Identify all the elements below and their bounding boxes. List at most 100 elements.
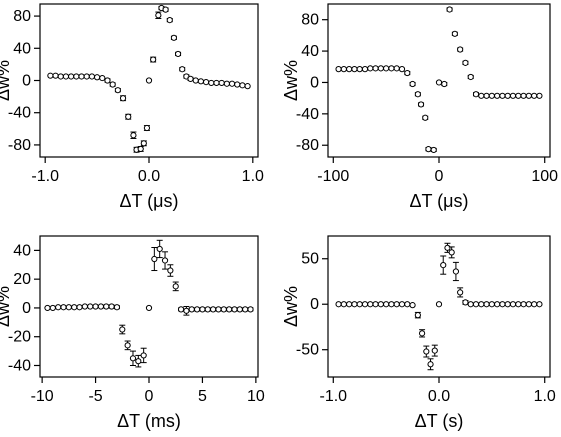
x-tick-label: -1.0 (31, 168, 59, 185)
point-marker (440, 262, 447, 269)
data-point (109, 81, 116, 88)
data-point (383, 301, 390, 308)
point-marker (215, 306, 222, 313)
point-marker (393, 65, 400, 72)
data-point (367, 65, 374, 72)
data-point (515, 301, 522, 308)
point-marker (483, 301, 490, 308)
data-point (99, 74, 106, 82)
data-point (73, 73, 80, 80)
data-point (162, 6, 169, 13)
point-marker (199, 306, 206, 313)
data-point (199, 306, 206, 313)
data-point (427, 358, 434, 371)
point-marker (213, 79, 220, 87)
point-marker (409, 80, 416, 88)
point-marker (108, 303, 115, 310)
point-marker (119, 95, 127, 102)
point-marker (140, 352, 147, 359)
point-marker (478, 92, 485, 99)
data-point (398, 301, 406, 308)
point-marker (335, 301, 342, 308)
data-point (239, 82, 246, 89)
data-point (372, 301, 379, 308)
data-point (210, 306, 217, 313)
data-point (81, 303, 88, 310)
data-point (388, 301, 395, 308)
point-marker (422, 114, 429, 121)
y-tick-label: -20 (8, 329, 31, 346)
point-marker (129, 355, 137, 362)
point-marker (417, 101, 425, 108)
y-axis-label: Δw% (281, 286, 301, 327)
y-tick-label: -40 (296, 106, 319, 123)
data-point (457, 46, 464, 53)
data-point (525, 301, 532, 308)
point-marker (435, 301, 443, 308)
point-marker (109, 81, 116, 88)
data-point (231, 306, 238, 313)
point-marker (52, 72, 59, 79)
data-point (140, 347, 147, 364)
data-point (423, 345, 430, 358)
point-marker (210, 306, 217, 313)
data-point (478, 92, 485, 99)
point-marker (193, 306, 201, 313)
y-tick-label: 0 (22, 300, 31, 317)
data-point (60, 304, 67, 311)
point-marker (462, 59, 469, 66)
point-marker (361, 301, 369, 308)
point-marker (124, 342, 131, 349)
data-point (179, 66, 186, 73)
data-point (187, 75, 194, 82)
data-point (234, 81, 241, 88)
point-marker (448, 249, 455, 256)
data-point (125, 113, 132, 120)
x-tick-label: 100 (531, 168, 558, 185)
point-marker (372, 301, 379, 308)
point-marker (536, 92, 543, 99)
point-marker (404, 301, 411, 308)
data-point (223, 80, 230, 87)
data-point (167, 264, 174, 277)
data-point (137, 145, 144, 153)
point-marker (478, 301, 485, 308)
data-point (156, 239, 163, 259)
point-marker (441, 80, 448, 88)
y-tick-label: 50 (301, 251, 319, 268)
data-point (431, 344, 438, 357)
data-point (340, 301, 347, 308)
point-marker (499, 92, 506, 99)
data-point (425, 146, 432, 153)
data-point (383, 65, 390, 72)
data-point (393, 65, 400, 72)
point-marker (520, 301, 527, 308)
point-marker (483, 92, 490, 99)
panel-top-right: -100 0 100 -80 -40 0 40 80 ΔT (μs) Δw% (281, 3, 558, 211)
point-marker (151, 255, 158, 263)
x-tick-label: 0.0 (138, 168, 160, 185)
point-marker (351, 66, 358, 73)
x-tick-label: 0 (435, 168, 444, 185)
point-marker (228, 80, 236, 87)
data-point (377, 301, 384, 308)
data-point (462, 299, 469, 306)
y-axis-label: Δw% (0, 286, 13, 327)
point-marker (155, 12, 162, 19)
data-point (446, 6, 453, 13)
x-tick-label: 10 (247, 388, 265, 405)
point-marker (340, 66, 347, 73)
point-marker (356, 301, 363, 308)
data-point (435, 301, 443, 308)
data-point (361, 301, 369, 308)
point-marker (44, 304, 51, 312)
data-point (494, 92, 501, 99)
data-point (228, 80, 236, 87)
data-point (151, 247, 158, 272)
data-point (520, 92, 527, 99)
data-point (213, 79, 220, 87)
x-tick-label: -100 (317, 168, 349, 185)
data-point (340, 66, 347, 73)
data-point (483, 92, 490, 99)
point-marker (170, 34, 178, 41)
